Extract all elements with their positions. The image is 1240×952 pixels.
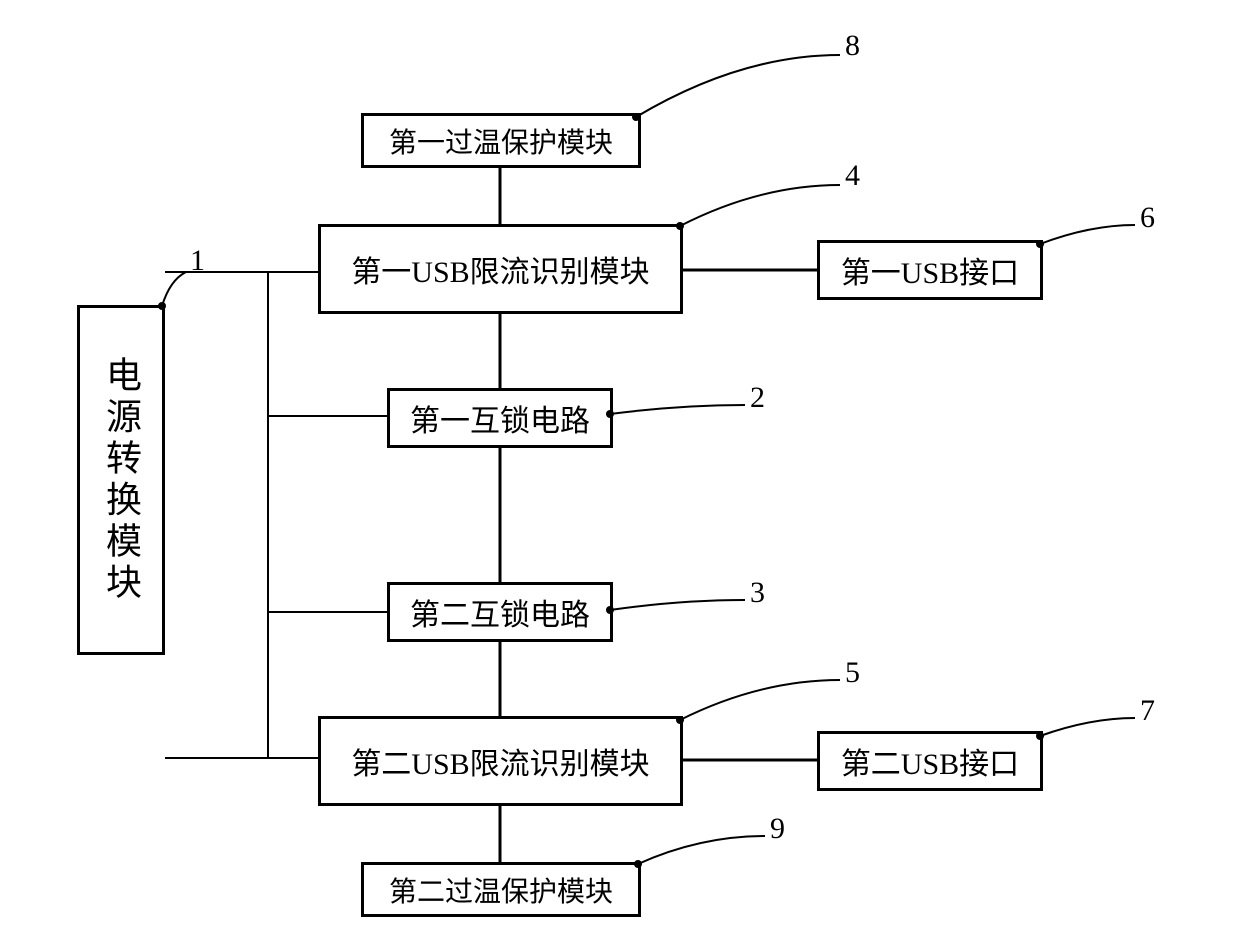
lock1-box: 第一互锁电路 xyxy=(387,388,613,448)
usb-if1-box: 第一USB接口 xyxy=(817,240,1043,300)
usb-cl1-box: 第一USB限流识别模块 xyxy=(318,224,683,314)
lock2-label: 第二互锁电路 xyxy=(410,590,590,634)
ref-label-2: 2 xyxy=(750,381,765,415)
lock1-label: 第一互锁电路 xyxy=(410,396,590,440)
ref-label-3: 3 xyxy=(750,576,765,610)
ref-label-8: 8 xyxy=(845,29,860,63)
usb-if1-label: 第一USB接口 xyxy=(841,248,1019,292)
usb-cl1-label: 第一USB限流识别模块 xyxy=(351,247,649,291)
ref-label-7: 7 xyxy=(1140,694,1155,728)
otp2-label: 第二过温保护模块 xyxy=(389,870,613,910)
power-conversion-module-label: 电源转换模块 xyxy=(95,356,147,604)
usb-cl2-label: 第二USB限流识别模块 xyxy=(351,739,649,783)
ref-label-1: 1 xyxy=(190,244,205,278)
usb-if2-box: 第二USB接口 xyxy=(817,731,1043,791)
otp2-box: 第二过温保护模块 xyxy=(361,862,641,917)
ref-label-6: 6 xyxy=(1140,201,1155,235)
otp1-label: 第一过温保护模块 xyxy=(389,121,613,161)
otp1-box: 第一过温保护模块 xyxy=(361,113,641,168)
ref-label-9: 9 xyxy=(770,812,785,846)
power-conversion-module-box: 电源转换模块 xyxy=(77,305,165,655)
ref-label-4: 4 xyxy=(845,159,860,193)
usb-cl2-box: 第二USB限流识别模块 xyxy=(318,716,683,806)
usb-if2-label: 第二USB接口 xyxy=(841,739,1019,783)
lock2-box: 第二互锁电路 xyxy=(387,582,613,642)
ref-label-5: 5 xyxy=(845,656,860,690)
